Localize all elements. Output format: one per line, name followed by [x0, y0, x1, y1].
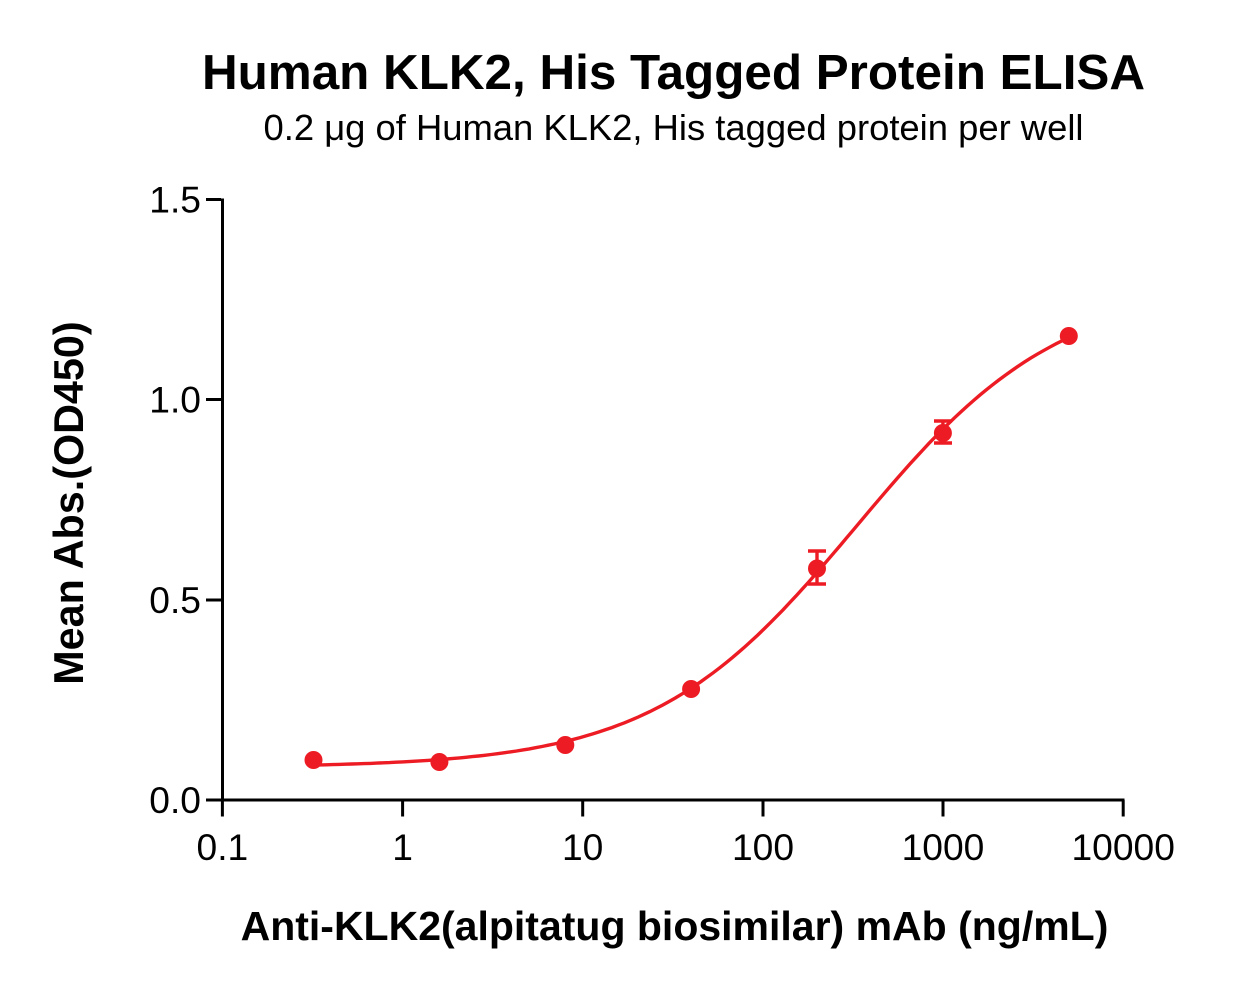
svg-text:1.0: 1.0	[149, 379, 201, 421]
svg-text:Mean Abs.(OD450): Mean Abs.(OD450)	[46, 321, 92, 684]
svg-text:10000: 10000	[1071, 826, 1174, 868]
svg-text:Anti-KLK2(alpitatug biosimilar: Anti-KLK2(alpitatug biosimilar) mAb (ng/…	[241, 903, 1109, 949]
svg-text:0.2 μg of Human KLK2, His tagg: 0.2 μg of Human KLK2, His tagged protein…	[264, 107, 1084, 148]
svg-text:1000: 1000	[902, 826, 985, 868]
svg-text:0.5: 0.5	[149, 579, 201, 621]
svg-text:1: 1	[392, 826, 413, 868]
svg-text:10: 10	[562, 826, 603, 868]
svg-text:Human KLK2, His Tagged Protein: Human KLK2, His Tagged Protein ELISA	[202, 45, 1145, 100]
svg-text:0.1: 0.1	[197, 826, 249, 868]
svg-text:1.5: 1.5	[149, 179, 201, 221]
svg-text:100: 100	[732, 826, 794, 868]
svg-text:0.0: 0.0	[149, 779, 201, 821]
